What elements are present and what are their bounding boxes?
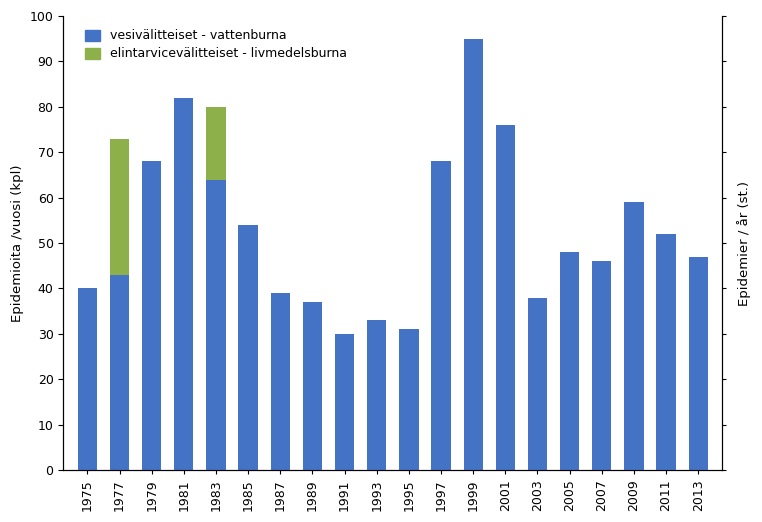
Bar: [656, 234, 676, 470]
Legend: vesivälitteiset - vattenburna, elintarvicevälitteiset - livmedelsburna: vesivälitteiset - vattenburna, elintarvi…: [83, 27, 350, 63]
Bar: [495, 234, 515, 470]
Bar: [174, 98, 194, 470]
Bar: [656, 270, 676, 470]
Bar: [689, 270, 708, 470]
Bar: [271, 293, 290, 470]
Bar: [110, 139, 130, 470]
Bar: [142, 161, 162, 470]
Bar: [335, 338, 354, 470]
Bar: [528, 320, 547, 470]
Bar: [592, 279, 611, 470]
Bar: [110, 275, 130, 470]
Y-axis label: Epidemier / år (st.): Epidemier / år (st.): [737, 181, 751, 305]
Bar: [367, 334, 386, 470]
Bar: [431, 161, 450, 470]
Bar: [528, 298, 547, 470]
Bar: [431, 161, 450, 470]
Bar: [624, 220, 644, 470]
Bar: [495, 125, 515, 470]
Bar: [239, 225, 258, 470]
Bar: [399, 334, 418, 470]
Bar: [560, 284, 579, 470]
Bar: [624, 202, 644, 470]
Bar: [207, 107, 226, 470]
Bar: [207, 180, 226, 470]
Bar: [78, 289, 97, 470]
Bar: [239, 266, 258, 470]
Bar: [560, 252, 579, 470]
Bar: [303, 302, 322, 470]
Bar: [303, 302, 322, 470]
Bar: [367, 320, 386, 470]
Bar: [271, 298, 290, 470]
Y-axis label: Epidemioita /vuosi (kpl): Epidemioita /vuosi (kpl): [11, 164, 24, 322]
Bar: [335, 334, 354, 470]
Bar: [142, 161, 162, 470]
Bar: [689, 257, 708, 470]
Bar: [174, 98, 194, 470]
Bar: [399, 329, 418, 470]
Bar: [78, 289, 97, 470]
Bar: [463, 39, 483, 470]
Bar: [463, 84, 483, 470]
Bar: [592, 261, 611, 470]
